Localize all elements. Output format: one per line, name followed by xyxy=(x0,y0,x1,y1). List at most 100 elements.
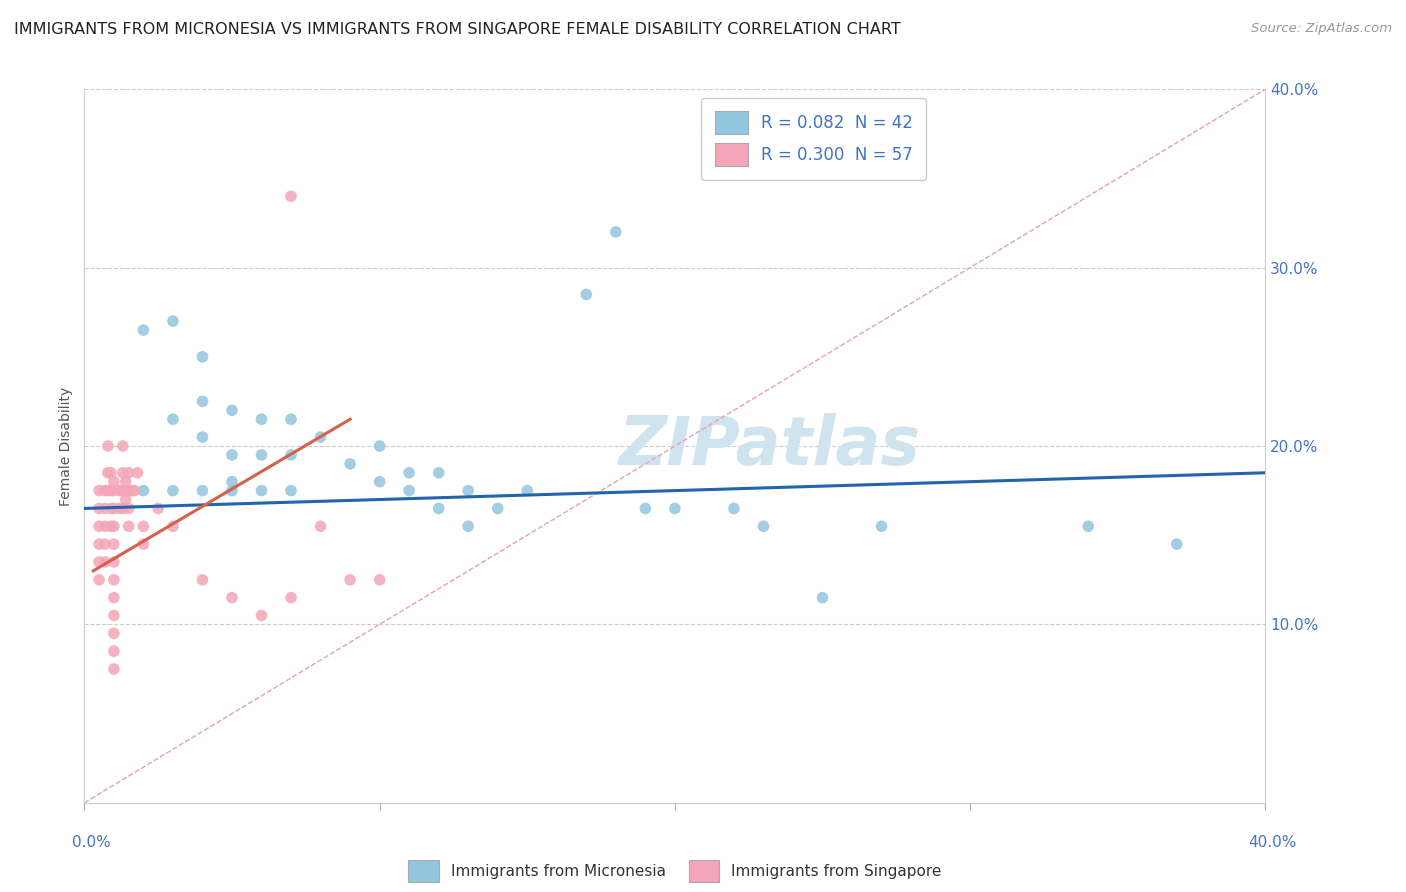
Point xyxy=(280,448,302,462)
Point xyxy=(221,483,243,498)
Point xyxy=(103,662,125,676)
Point xyxy=(605,225,627,239)
Point xyxy=(723,501,745,516)
Point xyxy=(191,483,214,498)
Point xyxy=(457,483,479,498)
Point xyxy=(94,537,117,551)
Point xyxy=(191,350,214,364)
Y-axis label: Female Disability: Female Disability xyxy=(59,386,73,506)
Point xyxy=(103,626,125,640)
Point xyxy=(398,483,420,498)
Point xyxy=(103,537,125,551)
Point xyxy=(191,573,214,587)
Point xyxy=(118,501,141,516)
Point xyxy=(87,483,111,498)
Point xyxy=(132,537,155,551)
Point xyxy=(94,555,117,569)
Point xyxy=(103,475,125,489)
Point xyxy=(486,501,509,516)
Point xyxy=(221,448,243,462)
Point xyxy=(87,519,111,533)
Point xyxy=(339,457,361,471)
Point xyxy=(280,412,302,426)
Point xyxy=(221,591,243,605)
Point xyxy=(1077,519,1099,533)
Point xyxy=(162,519,184,533)
Point xyxy=(103,644,125,658)
Point xyxy=(103,501,125,516)
Point xyxy=(114,492,136,507)
Point xyxy=(516,483,538,498)
Text: ZIPatlas: ZIPatlas xyxy=(619,413,921,479)
Point xyxy=(108,483,131,498)
Point xyxy=(100,466,122,480)
Point xyxy=(634,501,657,516)
Point xyxy=(427,501,450,516)
Point xyxy=(87,555,111,569)
Point xyxy=(108,501,131,516)
Point xyxy=(127,466,149,480)
Point xyxy=(132,323,155,337)
Point xyxy=(103,483,125,498)
Point xyxy=(162,483,184,498)
Point xyxy=(309,519,332,533)
Point xyxy=(752,519,775,533)
Point xyxy=(162,314,184,328)
Point xyxy=(124,483,146,498)
Point xyxy=(118,483,141,498)
Point xyxy=(250,483,273,498)
Point xyxy=(100,519,122,533)
Point xyxy=(97,483,120,498)
Point xyxy=(457,519,479,533)
Point xyxy=(162,412,184,426)
Point xyxy=(118,519,141,533)
Text: IMMIGRANTS FROM MICRONESIA VS IMMIGRANTS FROM SINGAPORE FEMALE DISABILITY CORREL: IMMIGRANTS FROM MICRONESIA VS IMMIGRANTS… xyxy=(14,22,901,37)
Point xyxy=(100,483,122,498)
Point xyxy=(368,573,391,587)
Point xyxy=(280,591,302,605)
Point xyxy=(398,466,420,480)
Text: Source: ZipAtlas.com: Source: ZipAtlas.com xyxy=(1251,22,1392,36)
Point xyxy=(103,591,125,605)
Point xyxy=(191,430,214,444)
Point xyxy=(339,573,361,587)
Point xyxy=(111,439,134,453)
Point xyxy=(368,475,391,489)
Point xyxy=(132,483,155,498)
Point xyxy=(87,501,111,516)
Point xyxy=(148,501,170,516)
Point xyxy=(118,483,141,498)
Point xyxy=(111,466,134,480)
Point xyxy=(132,519,155,533)
Point xyxy=(221,475,243,489)
Point xyxy=(664,501,686,516)
Point xyxy=(114,475,136,489)
Point xyxy=(1166,537,1188,551)
Legend: Immigrants from Micronesia, Immigrants from Singapore: Immigrants from Micronesia, Immigrants f… xyxy=(402,854,948,888)
Point xyxy=(118,466,141,480)
Point xyxy=(100,501,122,516)
Point xyxy=(103,608,125,623)
Point xyxy=(870,519,893,533)
Point xyxy=(250,448,273,462)
Point xyxy=(94,483,117,498)
Point xyxy=(575,287,598,301)
Point xyxy=(87,537,111,551)
Point xyxy=(97,466,120,480)
Point xyxy=(121,483,143,498)
Text: 40.0%: 40.0% xyxy=(1249,836,1296,850)
Point xyxy=(94,501,117,516)
Point xyxy=(250,412,273,426)
Point xyxy=(811,591,834,605)
Point xyxy=(221,403,243,417)
Point xyxy=(103,555,125,569)
Point xyxy=(111,483,134,498)
Point xyxy=(111,501,134,516)
Point xyxy=(427,466,450,480)
Point xyxy=(280,483,302,498)
Point xyxy=(87,573,111,587)
Point xyxy=(250,608,273,623)
Point xyxy=(97,439,120,453)
Point xyxy=(103,519,125,533)
Point xyxy=(280,189,302,203)
